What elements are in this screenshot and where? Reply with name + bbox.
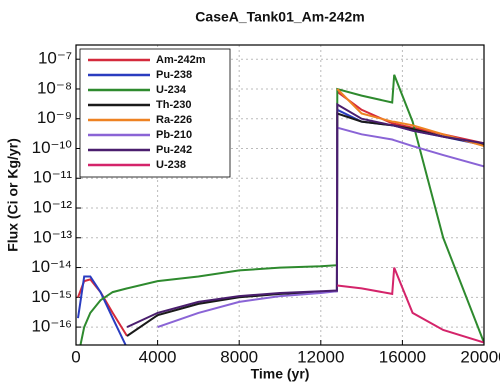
y-tick-label: 10⁻¹² [33, 198, 73, 217]
y-tick-label: 10⁻¹¹ [33, 168, 73, 187]
legend-label: Pu-242 [156, 144, 192, 156]
chart-title: CaseA_Tank01_Am-242m [195, 9, 364, 25]
x-axis-label: Time (yr) [251, 366, 310, 382]
x-tick-label: 16000 [379, 347, 426, 366]
legend-label: Am-242m [156, 54, 206, 66]
y-tick-label: 10⁻¹⁵ [31, 287, 72, 306]
x-tick-label: 4000 [139, 347, 177, 366]
y-tick-label: 10⁻⁹ [37, 108, 72, 127]
x-tick-label: 20000 [460, 347, 500, 366]
plot-area [77, 74, 484, 345]
y-axis-label: Flux (Ci or Kg/yr) [5, 138, 21, 252]
y-tick-label: 10⁻⁸ [37, 78, 72, 97]
legend-label: U-234 [156, 84, 187, 96]
series-line [336, 88, 484, 148]
series-line [79, 74, 484, 345]
y-tick-label: 10⁻¹⁰ [32, 138, 73, 157]
legend-label: Pb-210 [156, 129, 192, 141]
y-tick-label: 10⁻¹⁶ [31, 317, 72, 336]
series-line [126, 102, 484, 329]
plot-frame [75, 44, 485, 346]
x-tick-label: 12000 [297, 347, 344, 366]
legend-label: Pu-238 [156, 69, 192, 81]
y-tick-label: 10⁻¹³ [33, 227, 73, 246]
series-line [337, 267, 484, 344]
x-tick-label: 0 [71, 347, 80, 366]
legend-label: Ra-226 [156, 114, 192, 126]
legend-label: U-238 [156, 159, 186, 171]
x-tick-label: 8000 [220, 347, 258, 366]
y-tick-label: 10⁻⁷ [38, 49, 72, 68]
legend-box [79, 48, 231, 178]
legend-label: Th-230 [156, 99, 191, 111]
y-tick-label: 10⁻¹⁴ [31, 257, 72, 276]
